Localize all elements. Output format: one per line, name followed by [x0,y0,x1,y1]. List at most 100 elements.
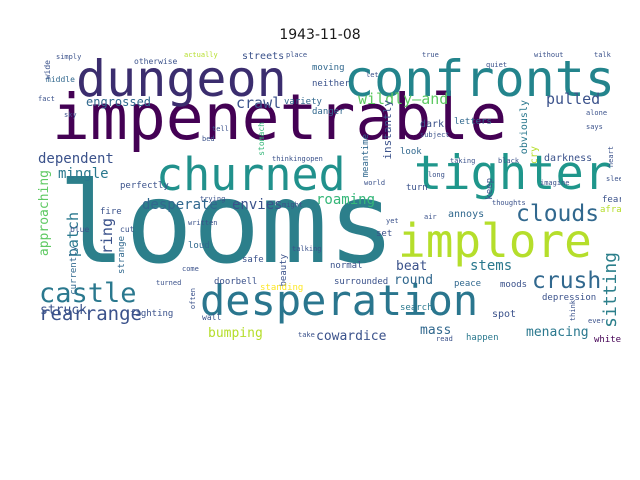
word-think: think [569,300,577,322]
word-alone: alone [586,109,608,117]
word-pulled: pulled [546,90,601,108]
word-fear: fear [602,195,621,205]
word-taking: taking [450,157,476,165]
word-castle: castle [39,278,137,309]
word-long: long [428,171,445,179]
word-clouds: clouds [516,201,600,227]
word-streets: streets [242,51,285,62]
word-might: might [282,201,304,209]
word-annoys: annoys [448,209,485,220]
word-keep: keep [485,178,495,200]
word-blue: blue [70,225,90,234]
word-stems: stems [470,258,513,274]
word-spot: spot [492,309,517,320]
word-tighter: tighter [414,146,613,201]
word-air: air [424,213,437,221]
word-mingle: mingle [58,166,109,182]
word-search: search [400,303,433,313]
word-set: set [376,229,393,239]
word-bed: bed [202,135,215,143]
word-imagine: imagine [540,179,570,187]
word-crush: crush [532,268,602,294]
word-white: white [594,335,621,343]
word-place: place [286,51,308,59]
word-rearrange: rearrange [39,303,142,325]
word-let: let [366,71,379,79]
word-turned: turned [156,279,182,287]
word-open: open [306,155,323,163]
word-cowardice: cowardice [316,329,387,342]
word-middle: middle [46,75,75,84]
word-otherwise: otherwise [134,57,178,66]
word-variety: variety [284,97,322,107]
word-without: without [534,51,564,59]
word-ever: ever [588,317,605,325]
word-actually: actually [184,51,218,59]
word-wall: wall [202,313,222,322]
word-round: round [394,273,434,288]
word-yet: yet [386,217,399,225]
word-subject: subject [420,131,450,139]
word-says: says [586,123,603,131]
word-safe: safe [242,255,264,265]
word-darkness: darkness [544,153,593,164]
word-read: read [436,335,453,343]
word-normal: normal [330,261,363,271]
word-heart: heart [607,146,615,168]
word-meantime: meantime [361,134,371,178]
word-standing: standing [260,283,304,293]
word-desperate: desperate [142,197,218,213]
word-crawl: crawl [236,94,282,112]
word-mass: mass [420,323,452,338]
word-quiet: quiet [486,61,508,69]
word-happen: happen [466,333,499,343]
word-approaching: approaching [37,170,52,257]
word-look: look [400,147,422,157]
word-cry: cry [529,146,540,165]
word-instantly: instantly [381,100,394,160]
word-roaming: roaming [316,192,376,208]
word-loud: loud [188,241,210,251]
word-neither: neither [312,79,350,89]
word-desperation: desperation [200,276,479,325]
word-churned: churned [156,148,346,201]
word-stomach: stomach [257,122,266,156]
word-envies: envies [232,197,283,213]
word-cut: cut [120,225,135,234]
chart-title: 1943-11-08 [279,27,361,43]
word-surrounded: surrounded [334,277,389,287]
word-engrossed: engrossed [86,95,152,109]
word-trying: trying [200,195,226,203]
word-moving: moving [312,63,345,73]
word-sky: sky [64,111,77,119]
word-dependent: dependent [38,151,114,167]
word-beat: beat [396,259,428,274]
word-thinking: thinking [272,155,306,163]
word-sleep: sleep [606,175,621,183]
word-letters: letters [454,117,492,127]
word-currently: currently [69,246,79,295]
word-menacing: menacing [526,325,589,340]
word-doorbell: doorbell [214,277,258,287]
word-turn: turn [406,183,428,193]
word-wide: wide [43,60,52,80]
word-dark: dark [420,119,445,130]
word-often: often [189,288,197,310]
word-struck-visible: struck [40,303,87,318]
word-talking: talking [292,245,322,253]
word-afraid: afraid [600,205,621,215]
word-take: take [298,331,315,339]
word-beauty: beauty [279,254,289,287]
word-depression: depression [542,293,597,303]
word-come: come [182,265,199,273]
word-world: world [364,179,386,187]
word-talk: talk [594,51,611,59]
word-danger: danger [312,107,345,117]
word-fact: fact [38,95,55,103]
word-ring: ring [98,218,116,255]
word-peace: peace [454,279,482,289]
word-cloud: impenetrable looms dungeon confronts chu… [36,50,621,342]
word-written: written [188,219,218,227]
word-simply: simply [56,53,82,61]
word-black: black [498,157,520,165]
